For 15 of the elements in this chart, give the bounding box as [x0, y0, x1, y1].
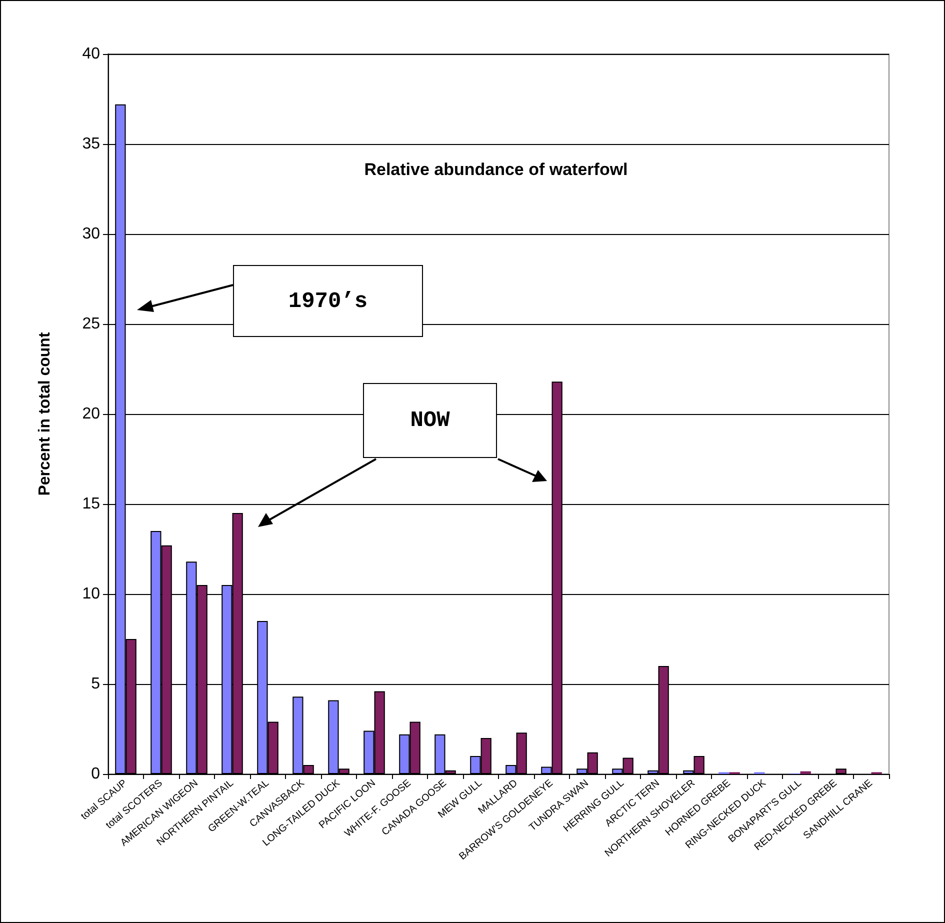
y-axis-title: Percent in total count [36, 332, 54, 496]
y-tick-label: 25 [82, 316, 100, 332]
y-tick-label: 10 [82, 586, 100, 602]
bar [836, 768, 846, 774]
y-tick-label: 20 [82, 406, 100, 422]
y-tick-label: 40 [82, 46, 100, 62]
y-tick-label: 5 [91, 676, 100, 692]
text-box: 1970’s [233, 265, 423, 337]
text: Relative abundance of waterfowl [364, 160, 628, 179]
y-tick-label: 30 [82, 226, 100, 242]
y-tick-label: 0 [91, 766, 100, 782]
y-tick-label: 35 [82, 136, 100, 152]
bar [800, 771, 811, 774]
text-box: NOW [363, 383, 497, 458]
y-tick-label: 15 [82, 496, 100, 512]
